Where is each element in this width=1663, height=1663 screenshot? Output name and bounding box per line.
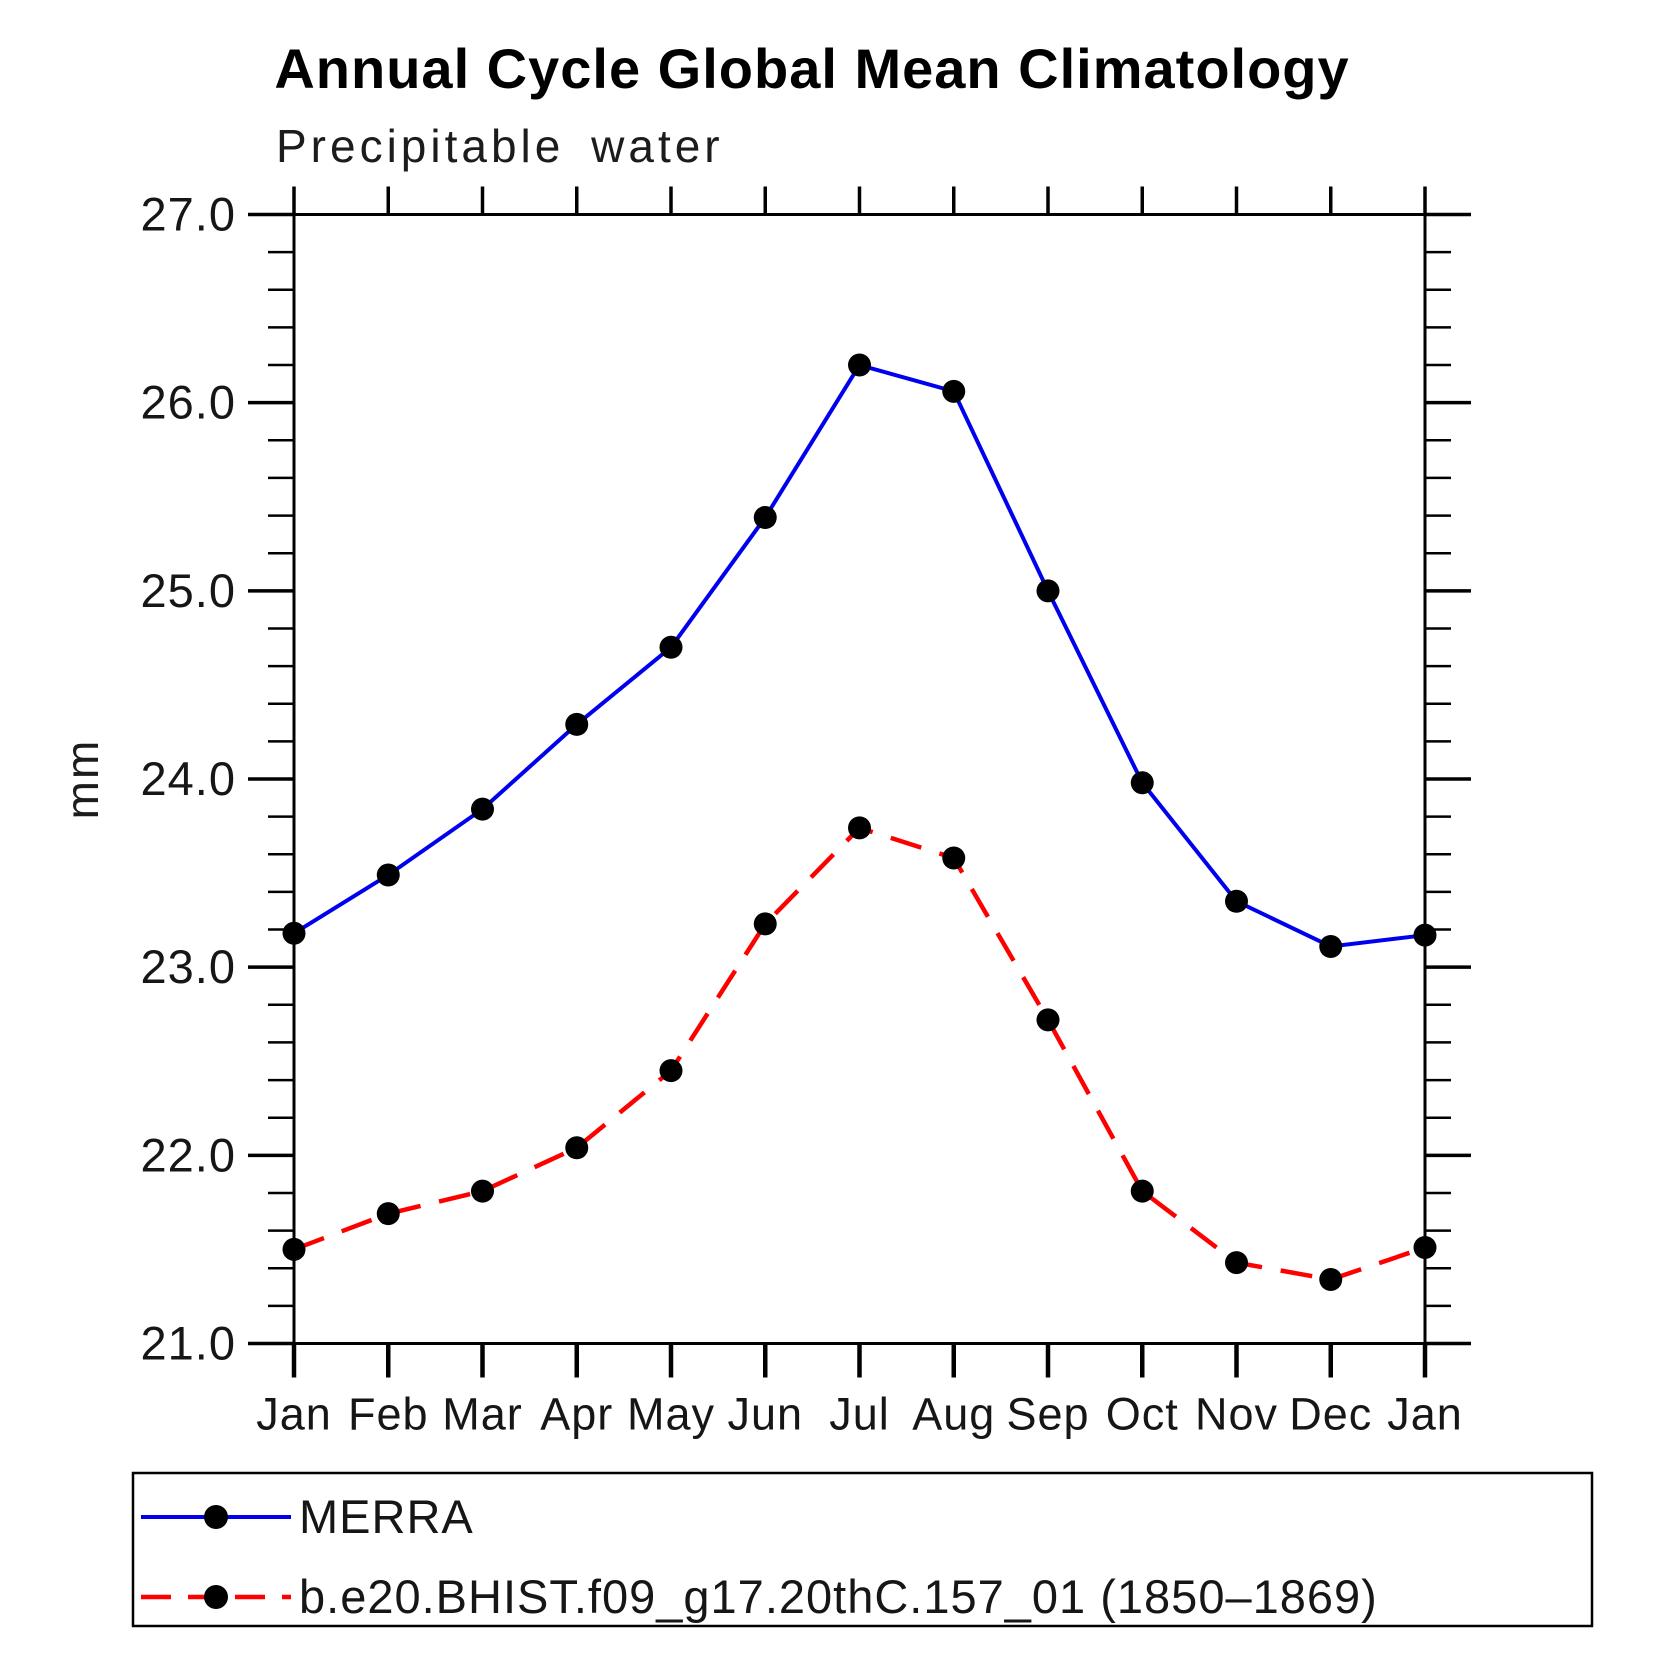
legend-marker xyxy=(204,1505,228,1529)
plot-border xyxy=(292,213,1427,1345)
data-point xyxy=(282,1237,306,1261)
legend: MERRA b.e20.BHIST.f09_g17.20thC.157_01 (1… xyxy=(131,1471,1594,1628)
data-point xyxy=(1225,889,1248,913)
series-line-merra xyxy=(292,362,1426,949)
y-axis-ticks xyxy=(248,212,1471,1346)
x-tick-label: Jan xyxy=(256,1389,332,1440)
x-tick-label: Jul xyxy=(829,1389,890,1440)
y-tick-label: 22.0 xyxy=(141,1128,236,1181)
data-point xyxy=(942,846,966,870)
legend-marker xyxy=(204,1585,228,1609)
data-point xyxy=(1130,771,1154,795)
data-point xyxy=(659,1059,683,1083)
data-point xyxy=(1036,1008,1060,1032)
x-tick-label: Feb xyxy=(348,1389,429,1440)
x-tick-label: Aug xyxy=(912,1389,995,1440)
data-point xyxy=(565,1136,589,1160)
legend-box xyxy=(131,1471,1594,1628)
legend-label: MERRA xyxy=(299,1490,474,1543)
data-point xyxy=(1319,1268,1343,1292)
data-point xyxy=(471,1179,494,1203)
data-point xyxy=(942,379,966,403)
x-axis-tick-labels: Jan Feb Mar Apr May Jun Jul Aug Sep Oct Nov Dec Jan xyxy=(256,1389,1463,1440)
y-tick-label: 21.0 xyxy=(141,1317,236,1370)
x-axis-ticks xyxy=(291,186,1428,1378)
data-point xyxy=(282,921,306,945)
chart-subtitle: Precipitable water xyxy=(276,120,724,172)
x-tick-label: Oct xyxy=(1106,1389,1179,1440)
data-point xyxy=(376,863,400,887)
x-tick-label: Jun xyxy=(727,1389,803,1440)
data-point-markers xyxy=(282,353,1437,1292)
data-point xyxy=(565,712,589,736)
data-point xyxy=(1413,1236,1437,1260)
plot-box xyxy=(292,213,1427,1345)
data-point xyxy=(753,505,777,529)
y-tick-label: 26.0 xyxy=(141,376,236,429)
x-tick-label: Nov xyxy=(1195,1389,1278,1440)
data-point xyxy=(659,635,683,659)
y-tick-label: 23.0 xyxy=(141,940,236,993)
data-point xyxy=(1130,1179,1154,1203)
x-tick-label: Mar xyxy=(442,1389,523,1440)
y-tick-label: 25.0 xyxy=(141,564,236,617)
data-point xyxy=(753,912,777,936)
data-point xyxy=(1036,579,1060,603)
x-tick-label: Dec xyxy=(1289,1389,1372,1440)
y-axis-tick-labels: 21.0 22.0 23.0 24.0 25.0 26.0 27.0 xyxy=(141,188,236,1370)
x-tick-label: Jan xyxy=(1387,1389,1463,1440)
y-tick-label: 27.0 xyxy=(141,188,236,241)
y-tick-label: 24.0 xyxy=(141,752,236,805)
chart-title: Annual Cycle Global Mean Climatology xyxy=(274,37,1349,100)
data-point xyxy=(848,353,871,377)
data-point xyxy=(1225,1251,1248,1275)
data-point xyxy=(471,797,494,821)
data-point xyxy=(848,816,871,840)
x-tick-label: May xyxy=(627,1389,715,1440)
legend-label: b.e20.BHIST.f09_g17.20thC.157_01 (1850–1… xyxy=(299,1570,1378,1623)
data-point xyxy=(376,1202,400,1226)
data-point xyxy=(1319,934,1343,958)
x-tick-label: Sep xyxy=(1006,1389,1089,1440)
series-line-model xyxy=(293,825,1426,1282)
y-axis-label: mm xyxy=(56,739,108,820)
x-tick-label: Apr xyxy=(540,1389,613,1440)
data-point xyxy=(1413,923,1437,947)
